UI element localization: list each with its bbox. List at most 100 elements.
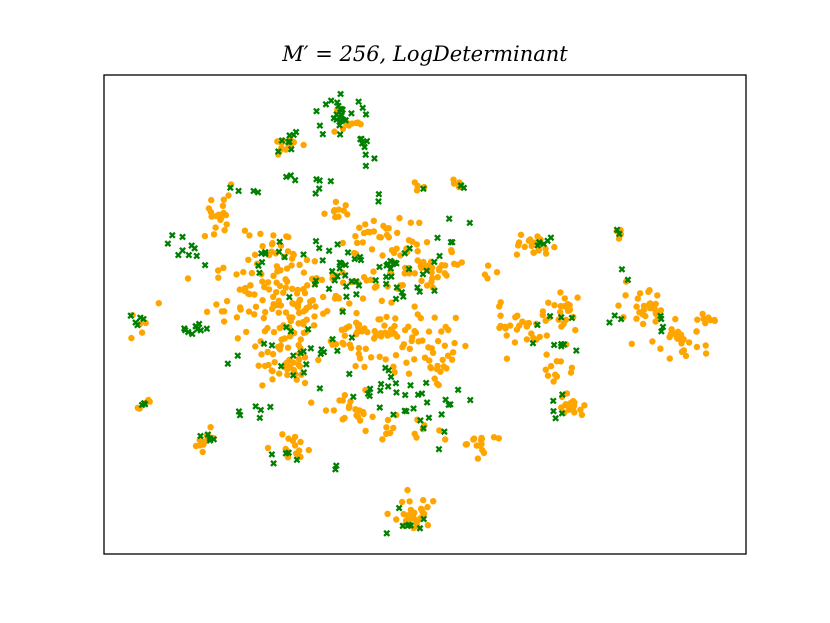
data-point-x	[333, 347, 341, 355]
data-point-circle	[386, 429, 394, 437]
data-point-circle	[264, 444, 272, 452]
data-point-x	[287, 172, 295, 179]
data-point-circle	[450, 176, 457, 183]
data-point-circle	[414, 311, 421, 318]
data-point-circle	[245, 308, 253, 315]
data-point-x	[337, 90, 345, 98]
data-point-circle	[243, 328, 250, 336]
data-point-circle	[221, 227, 228, 234]
data-point-circle	[392, 315, 399, 322]
data-point-circle	[502, 323, 509, 330]
data-point-circle	[564, 301, 571, 308]
data-point-x	[387, 265, 395, 272]
data-point-x	[327, 177, 335, 185]
data-point-circle	[352, 233, 359, 240]
data-point-x	[174, 251, 182, 259]
data-point-circle	[236, 304, 244, 311]
data-point-circle	[370, 268, 377, 275]
data-point-circle	[543, 332, 550, 339]
data-point-circle	[452, 314, 459, 322]
data-point-circle	[702, 342, 709, 349]
data-point-circle	[255, 362, 262, 369]
data-point-circle	[430, 498, 437, 505]
data-point-x	[383, 529, 391, 537]
data-point-circle	[258, 351, 265, 358]
data-point-circle	[364, 328, 371, 336]
data-point-x	[460, 184, 468, 192]
data-point-x	[392, 379, 400, 387]
data-point-x	[466, 219, 474, 227]
data-point-circle	[503, 332, 510, 339]
data-point-circle	[377, 316, 384, 323]
data-point-x	[387, 273, 395, 280]
data-point-x	[416, 288, 424, 296]
data-point-x	[550, 407, 557, 415]
data-point-x	[342, 261, 350, 269]
data-point-x	[287, 145, 295, 153]
data-point-x	[256, 414, 264, 422]
data-point-x	[419, 185, 427, 193]
data-point-circle	[377, 330, 384, 337]
data-point-circle	[420, 496, 427, 504]
data-point-circle	[484, 275, 491, 282]
data-point-circle	[236, 286, 243, 293]
data-point-x	[401, 391, 409, 399]
data-point-x	[405, 521, 413, 529]
data-point-x	[382, 280, 390, 288]
data-point-circle	[225, 192, 232, 199]
data-point-circle	[507, 322, 514, 329]
data-point-circle	[199, 448, 206, 456]
data-point-x	[356, 253, 364, 261]
data-point-x	[425, 414, 433, 422]
data-point-x	[362, 162, 370, 170]
data-point-circle	[285, 233, 292, 241]
data-point-circle	[429, 274, 436, 282]
data-point-x	[390, 411, 397, 419]
data-point-circle	[284, 366, 291, 373]
data-point-circle	[550, 378, 557, 385]
data-point-x	[203, 325, 211, 333]
data-point-x	[552, 414, 560, 422]
data-point-x	[375, 190, 383, 198]
data-point-circle	[682, 352, 690, 360]
data-point-x	[362, 151, 370, 159]
data-point-circle	[332, 292, 339, 300]
data-point-x	[376, 387, 384, 394]
data-point-x	[312, 277, 320, 285]
data-point-circle	[352, 362, 359, 370]
data-point-circle	[260, 314, 267, 322]
data-point-circle	[424, 522, 432, 529]
data-point-circle	[220, 318, 228, 325]
data-point-circle	[259, 297, 266, 304]
data-point-x	[206, 437, 214, 444]
data-point-x	[359, 104, 367, 112]
data-point-x	[302, 360, 310, 368]
data-point-circle	[336, 397, 343, 404]
data-point-circle	[381, 322, 388, 329]
data-point-x	[297, 349, 305, 357]
data-point-circle	[694, 316, 701, 323]
data-point-x	[393, 284, 401, 291]
data-point-circle	[392, 352, 400, 359]
data-point-x	[344, 249, 352, 256]
data-point-x	[613, 226, 621, 234]
data-point-circle	[277, 267, 284, 274]
data-point-circle	[431, 314, 438, 321]
data-point-x	[657, 312, 665, 320]
data-point-circle	[305, 446, 312, 454]
data-point-circle	[268, 367, 275, 374]
data-point-x	[319, 130, 327, 138]
data-point-x	[440, 428, 448, 436]
data-point-x	[431, 287, 438, 295]
data-point-x	[349, 393, 357, 401]
data-point-circle	[418, 277, 425, 285]
data-point-x	[377, 380, 385, 388]
data-point-x	[336, 265, 344, 272]
data-point-circle	[399, 343, 406, 351]
data-point-circle	[208, 196, 215, 204]
data-point-circle	[275, 309, 282, 316]
data-point-circle	[234, 335, 241, 342]
data-point-circle	[284, 248, 292, 255]
data-point-x	[434, 234, 441, 242]
data-point-x	[285, 293, 293, 301]
